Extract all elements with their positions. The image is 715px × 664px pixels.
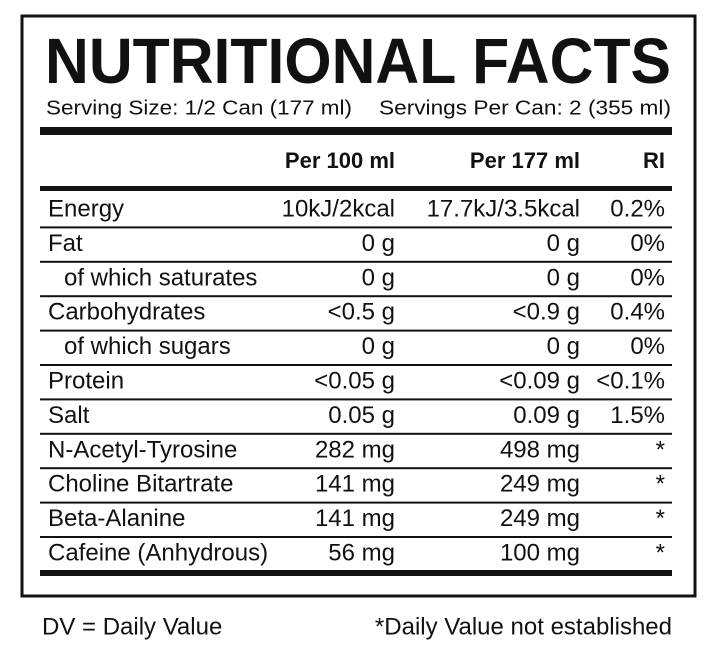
cell: <0.5 g [328, 299, 395, 326]
row-label: Choline Bitartrate [48, 471, 233, 498]
row-label: Carbohydrates [48, 299, 205, 326]
cell: 0 g [547, 230, 580, 257]
cell: 141 mg [315, 505, 395, 532]
cell: * [656, 540, 665, 567]
row-label: Energy [48, 196, 124, 223]
cell: 0.4% [610, 299, 665, 326]
cell: 0.09 g [513, 402, 580, 429]
row-label: Cafeine (Anhydrous) [48, 540, 268, 567]
row-rule [40, 226, 672, 229]
cell: 282 mg [315, 436, 395, 463]
cell: 0 g [362, 230, 395, 257]
column-header: Per 177 ml [470, 148, 580, 173]
footer-left: DV = Daily Value [42, 613, 222, 640]
footer-right: *Daily Value not established [375, 613, 672, 640]
cell: 249 mg [500, 505, 580, 532]
row-rule [40, 260, 672, 263]
cell: 0% [630, 333, 665, 360]
row-label: Fat [48, 230, 83, 257]
cell: <0.09 g [499, 368, 580, 395]
cell: 10kJ/2kcal [282, 196, 395, 223]
cell: 0 g [362, 333, 395, 360]
column-header: Per 100 ml [285, 148, 395, 173]
cell: 0% [630, 230, 665, 257]
row-rule [40, 432, 672, 435]
row-rule [40, 501, 672, 504]
row-label: Protein [48, 368, 124, 395]
cell: 0% [630, 264, 665, 291]
cell: 1.5% [610, 402, 665, 429]
title: NUTRITIONAL FACTS [45, 25, 671, 97]
cell: 0.05 g [328, 402, 395, 429]
cell: 498 mg [500, 436, 580, 463]
cell: 0.2% [610, 196, 665, 223]
serving-size: Serving Size: 1/2 Can (177 ml) [46, 97, 352, 119]
row-label: of which sugars [64, 333, 231, 360]
row-label: N-Acetyl-Tyrosine [48, 436, 237, 463]
row-rule [40, 364, 672, 366]
cell: 0 g [362, 264, 395, 291]
row-rule [40, 536, 672, 538]
cell: 0 g [547, 333, 580, 360]
cell: * [656, 471, 665, 498]
cell: 56 mg [328, 540, 395, 567]
border [20, 14, 697, 598]
cell: <0.1% [596, 368, 665, 395]
rule [40, 570, 672, 576]
row-rule [40, 398, 672, 401]
cell: 141 mg [315, 471, 395, 498]
row-label: of which saturates [64, 264, 257, 291]
rule [40, 186, 672, 191]
servings-per-can: Servings Per Can: 2 (355 ml) [379, 97, 671, 119]
cell: <0.9 g [513, 299, 580, 326]
cell: 17.7kJ/3.5kcal [427, 196, 580, 223]
row-rule [40, 329, 672, 332]
cell: * [656, 436, 665, 463]
cell: 100 mg [500, 540, 580, 567]
rule [40, 127, 672, 135]
row-label: Beta-Alanine [48, 505, 185, 532]
column-header: RI [643, 148, 665, 173]
cell: 0 g [547, 264, 580, 291]
row-rule [40, 295, 672, 298]
cell: 249 mg [500, 471, 580, 498]
cell: <0.05 g [314, 368, 395, 395]
row-rule [40, 467, 672, 470]
row-label: Salt [48, 402, 90, 429]
cell: * [656, 505, 665, 532]
